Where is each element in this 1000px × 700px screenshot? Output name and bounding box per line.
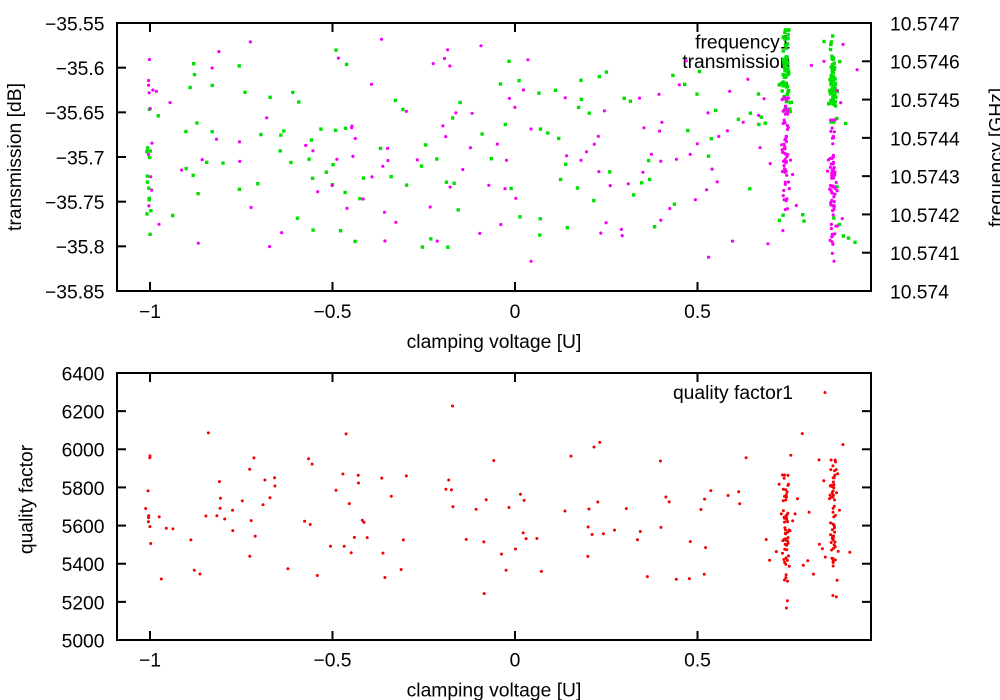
svg-text:transmission: transmission <box>682 52 790 73</box>
svg-text:0: 0 <box>510 651 521 672</box>
svg-text:frequency [GHz]: frequency [GHz] <box>987 88 1000 227</box>
svg-text:−1: −1 <box>139 302 161 323</box>
svg-text:10.574: 10.574 <box>890 282 949 303</box>
svg-text:−35.55: −35.55 <box>45 14 105 35</box>
svg-text:6400: 6400 <box>62 364 105 385</box>
svg-text:−35.7: −35.7 <box>56 148 105 169</box>
svg-text:−35.85: −35.85 <box>45 282 105 303</box>
svg-text:quality factor: quality factor <box>17 444 38 554</box>
svg-text:0: 0 <box>510 302 521 323</box>
svg-text:5800: 5800 <box>62 479 105 500</box>
svg-text:−35.65: −35.65 <box>45 104 105 125</box>
svg-text:0.5: 0.5 <box>684 302 711 323</box>
svg-text:5200: 5200 <box>62 593 105 614</box>
svg-text:clamping voltage [U]: clamping voltage [U] <box>407 332 582 353</box>
svg-text:0.5: 0.5 <box>684 651 711 672</box>
svg-text:10.5747: 10.5747 <box>890 14 960 35</box>
svg-text:quality factor1: quality factor1 <box>673 383 793 404</box>
svg-text:frequency1: frequency1 <box>695 32 790 53</box>
svg-text:−35.75: −35.75 <box>45 193 105 214</box>
svg-text:6000: 6000 <box>62 441 105 462</box>
svg-text:−35.6: −35.6 <box>56 59 105 80</box>
svg-text:−0.5: −0.5 <box>313 651 351 672</box>
svg-text:10.5743: 10.5743 <box>890 168 960 189</box>
svg-text:−0.5: −0.5 <box>313 302 351 323</box>
svg-text:5600: 5600 <box>62 517 105 538</box>
svg-text:10.5741: 10.5741 <box>890 244 960 265</box>
svg-text:5400: 5400 <box>62 555 105 576</box>
svg-text:5000: 5000 <box>62 631 105 652</box>
svg-text:10.5745: 10.5745 <box>890 91 960 112</box>
svg-text:−1: −1 <box>139 651 161 672</box>
svg-text:−35.8: −35.8 <box>56 238 105 259</box>
svg-text:6200: 6200 <box>62 403 105 424</box>
svg-text:10.5744: 10.5744 <box>890 129 960 150</box>
svg-text:clamping voltage [U]: clamping voltage [U] <box>407 681 582 700</box>
svg-text:10.5746: 10.5746 <box>890 53 960 74</box>
svg-text:10.5742: 10.5742 <box>890 206 960 227</box>
svg-text:transmission [dB]: transmission [dB] <box>5 83 26 231</box>
